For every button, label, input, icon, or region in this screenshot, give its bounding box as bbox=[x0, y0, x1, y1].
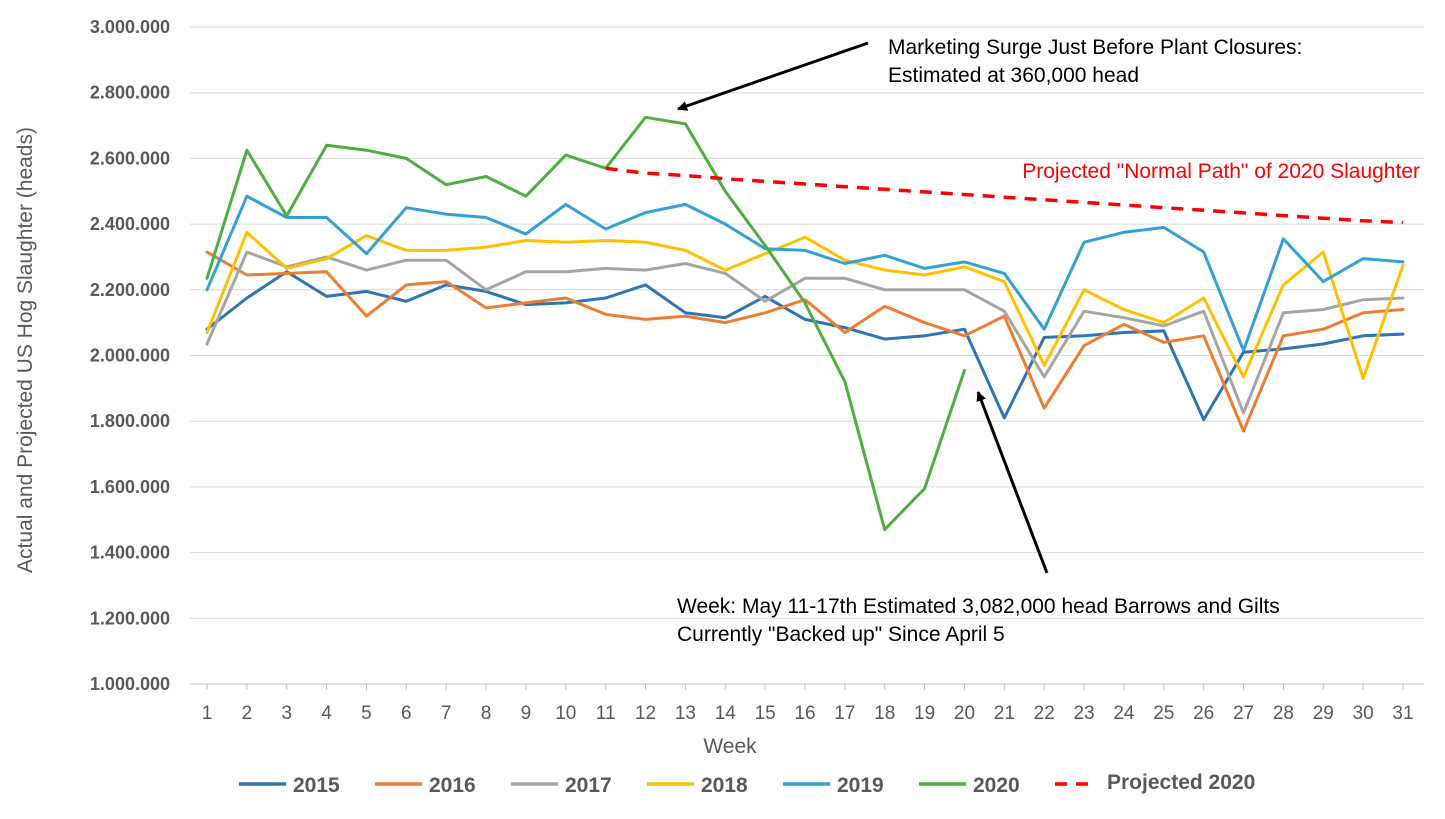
x-tick-label: 21 bbox=[994, 703, 1015, 724]
series-lines bbox=[205, 115, 1405, 532]
backlog-annotation-line1: Week: May 11-17th Estimated 3,082,000 he… bbox=[677, 595, 1280, 618]
legend-label: 2015 bbox=[293, 774, 340, 797]
y-tick-label: 1.600.000 bbox=[90, 477, 170, 497]
legend-label: 2018 bbox=[701, 774, 748, 797]
x-tick-label: 26 bbox=[1193, 703, 1214, 724]
y-tick-label: 2.400.000 bbox=[90, 214, 170, 234]
y-tick-label: 2.800.000 bbox=[90, 83, 170, 103]
x-tick-label: 20 bbox=[954, 703, 975, 724]
gridlines bbox=[190, 26, 1424, 690]
x-tick-label: 3 bbox=[281, 703, 292, 724]
x-tick-label: 2 bbox=[242, 703, 253, 724]
x-tick-label: 14 bbox=[715, 703, 737, 724]
y-tick-label: 2.200.000 bbox=[90, 280, 170, 300]
y-tick-label: 3.000.000 bbox=[90, 17, 170, 37]
projected-path-annotation: Projected "Normal Path" of 2020 Slaughte… bbox=[1022, 160, 1420, 183]
y-axis-title: Actual and Projected US Hog Slaughter (h… bbox=[14, 127, 37, 573]
x-tick-label: 23 bbox=[1073, 703, 1094, 724]
x-tick-label: 5 bbox=[361, 703, 372, 724]
x-tick-label: 22 bbox=[1034, 703, 1055, 724]
x-tick-label: 10 bbox=[555, 703, 576, 724]
x-tick-label: 17 bbox=[834, 703, 855, 724]
y-axis-tick-labels: 1.000.000 1.200.000 1.400.000 1.600.000 1.80… bbox=[90, 17, 170, 694]
series-line-projected-2020 bbox=[605, 166, 1404, 225]
legend-label: 2019 bbox=[837, 774, 884, 797]
x-tick-label: 11 bbox=[596, 703, 616, 724]
y-tick-label: 1.800.000 bbox=[90, 411, 170, 431]
series-line-2020 bbox=[205, 115, 966, 532]
x-tick-label: 29 bbox=[1313, 703, 1334, 724]
x-tick-label: 30 bbox=[1353, 703, 1374, 724]
x-tick-label: 15 bbox=[755, 703, 776, 724]
legend-label: 2020 bbox=[973, 774, 1020, 797]
x-tick-label: 9 bbox=[521, 703, 532, 724]
x-axis-title: Week bbox=[703, 735, 757, 758]
surge-arrow bbox=[677, 41, 869, 111]
series-line-2015 bbox=[205, 270, 1405, 422]
legend: 2015 2016 2017 2018 2019 2020 Projected 2020 bbox=[239, 771, 1255, 797]
legend-label: Projected 2020 bbox=[1107, 771, 1255, 794]
surge-annotation-line2: Estimated at 360,000 head bbox=[888, 64, 1139, 87]
x-tick-label: 25 bbox=[1153, 703, 1174, 724]
x-tick-label: 4 bbox=[321, 703, 332, 724]
x-tick-label: 31 bbox=[1392, 703, 1413, 724]
x-tick-label: 19 bbox=[914, 703, 935, 724]
surge-annotation-line1: Marketing Surge Just Before Plant Closur… bbox=[888, 36, 1302, 59]
x-tick-label: 7 bbox=[441, 703, 452, 724]
y-tick-label: 1.400.000 bbox=[90, 543, 170, 563]
backlog-annotation-line2: Currently "Backed up" Since April 5 bbox=[677, 623, 1005, 646]
y-tick-label: 2.600.000 bbox=[90, 148, 170, 168]
series-line-2017 bbox=[205, 250, 1405, 415]
x-tick-label: 13 bbox=[675, 703, 696, 724]
x-tick-label: 1 bbox=[202, 703, 213, 724]
x-tick-label: 6 bbox=[401, 703, 412, 724]
x-tick-label: 16 bbox=[794, 703, 815, 724]
series-line-2016 bbox=[205, 250, 1405, 433]
x-tick-label: 18 bbox=[874, 703, 895, 724]
x-axis-tick-labels: 1 2 3 4 5 6 7 8 9 10 11 12 13 14 15 16 17 18 19 20 21 22 23 24 2… bbox=[202, 703, 1414, 724]
x-tick-label: 24 bbox=[1113, 703, 1135, 724]
x-tick-label: 8 bbox=[481, 703, 492, 724]
y-tick-label: 2.000.000 bbox=[90, 346, 170, 366]
x-tick-label: 28 bbox=[1273, 703, 1294, 724]
series-line-2018 bbox=[205, 230, 1405, 380]
x-tick-label: 27 bbox=[1233, 703, 1254, 724]
legend-label: 2017 bbox=[565, 774, 612, 797]
x-tick-label: 12 bbox=[635, 703, 656, 724]
legend-label: 2016 bbox=[429, 774, 476, 797]
backlog-arrow bbox=[976, 391, 1049, 574]
y-tick-label: 1.000.000 bbox=[90, 674, 170, 694]
series-line-2019 bbox=[205, 194, 1405, 353]
y-tick-label: 1.200.000 bbox=[90, 608, 170, 628]
